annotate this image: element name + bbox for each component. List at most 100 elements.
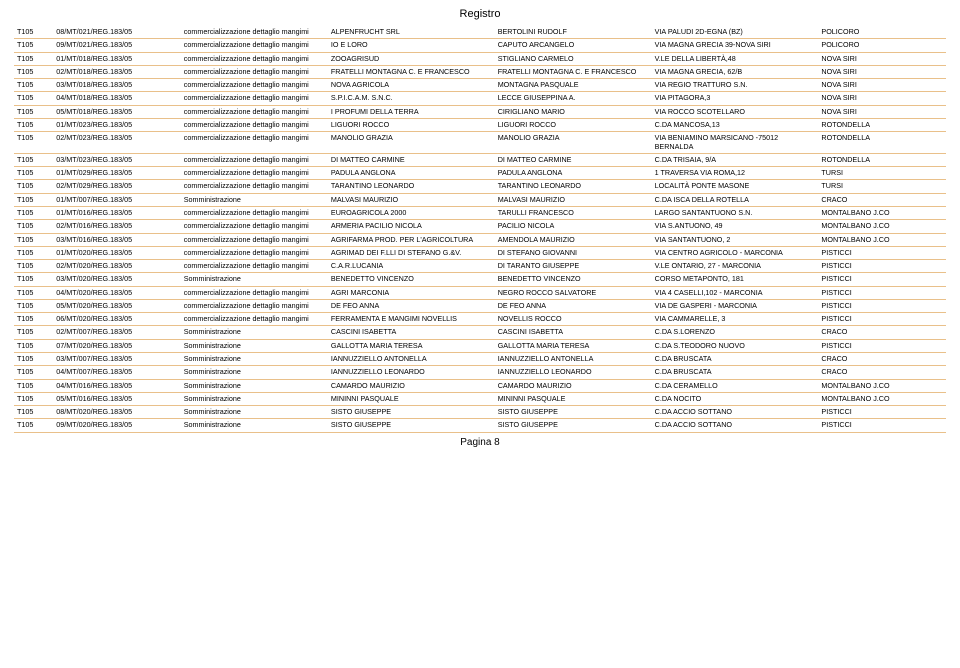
table-cell: MONTAGNA PASQUALE (495, 79, 652, 92)
table-cell: T105 (14, 286, 53, 299)
table-cell: SISTO GIUSEPPE (328, 419, 495, 432)
table-cell: commercializzazione dettaglio mangimi (181, 233, 328, 246)
table-cell: DI STEFANO GIOVANNI (495, 246, 652, 259)
table-cell: PADULA ANGLONA (495, 167, 652, 180)
table-cell: 07/MT/020/REG.183/05 (53, 339, 181, 352)
table-cell: MONTALBANO J.CO (818, 233, 946, 246)
table-cell: TURSI (818, 180, 946, 193)
table-cell: Somministrazione (181, 379, 328, 392)
table-cell: FERRAMENTA E MANGIMI NOVELLIS (328, 313, 495, 326)
table-cell: VIA 4 CASELLI,102 - MARCONIA (652, 286, 819, 299)
table-cell: IANNUZZIELLO LEONARDO (328, 366, 495, 379)
table-cell: Somministrazione (181, 406, 328, 419)
table-row: T10504/MT/007/REG.183/05Somministrazione… (14, 366, 946, 379)
table-cell: MONTALBANO J.CO (818, 379, 946, 392)
table-cell: T105 (14, 392, 53, 405)
table-cell: CRACO (818, 353, 946, 366)
table-cell: T105 (14, 206, 53, 219)
table-cell: T105 (14, 132, 53, 154)
table-cell: T105 (14, 406, 53, 419)
table-cell: commercializzazione dettaglio mangimi (181, 65, 328, 78)
table-cell: S.P.I.C.A.M. S.N.C. (328, 92, 495, 105)
table-cell: C.DA TRISAIA, 9/A (652, 153, 819, 166)
table-cell: FRATELLI MONTAGNA C. E FRANCESCO (495, 65, 652, 78)
table-cell: C.DA MANCOSA,13 (652, 118, 819, 131)
table-cell: PISTICCI (818, 299, 946, 312)
table-cell: 04/MT/007/REG.183/05 (53, 366, 181, 379)
table-row: T10501/MT/016/REG.183/05commercializzazi… (14, 206, 946, 219)
table-cell: T105 (14, 353, 53, 366)
table-cell: NOVA SIRI (818, 92, 946, 105)
table-cell: LIGUORI ROCCO (495, 118, 652, 131)
table-cell: PISTICCI (818, 246, 946, 259)
table-cell: MALVASI MAURIZIO (328, 193, 495, 206)
table-cell: T105 (14, 379, 53, 392)
table-cell: T105 (14, 220, 53, 233)
table-cell: T105 (14, 246, 53, 259)
table-cell: POLICORO (818, 26, 946, 39)
table-cell: 05/MT/016/REG.183/05 (53, 392, 181, 405)
table-row: T10502/MT/023/REG.183/05commercializzazi… (14, 132, 946, 154)
table-cell: GALLOTTA MARIA TERESA (495, 339, 652, 352)
table-cell: commercializzazione dettaglio mangimi (181, 118, 328, 131)
table-cell: CAMARDO MAURIZIO (495, 379, 652, 392)
table-cell: C.A.R.LUCANIA (328, 260, 495, 273)
table-cell: commercializzazione dettaglio mangimi (181, 153, 328, 166)
table-cell: Somministrazione (181, 339, 328, 352)
table-cell: PADULA ANGLONA (328, 167, 495, 180)
table-cell: MALVASI MAURIZIO (495, 193, 652, 206)
table-cell: 01/MT/020/REG.183/05 (53, 246, 181, 259)
table-cell: IANNUZZIELLO LEONARDO (495, 366, 652, 379)
table-cell: CRACO (818, 326, 946, 339)
table-cell: I PROFUMI DELLA TERRA (328, 105, 495, 118)
table-row: T10508/MT/021/REG.183/05commercializzazi… (14, 26, 946, 39)
table-row: T10509/MT/021/REG.183/05commercializzazi… (14, 39, 946, 52)
table-cell: T105 (14, 39, 53, 52)
table-row: T10507/MT/020/REG.183/05Somministrazione… (14, 339, 946, 352)
table-cell: T105 (14, 193, 53, 206)
table-cell: 1 TRAVERSA VIA ROMA,12 (652, 167, 819, 180)
table-row: T10501/MT/018/REG.183/05commercializzazi… (14, 52, 946, 65)
table-cell: DE FEO ANNA (495, 299, 652, 312)
table-cell: PACILIO NICOLA (495, 220, 652, 233)
table-cell: T105 (14, 313, 53, 326)
table-cell: VIA CENTRO AGRICOLO - MARCONIA (652, 246, 819, 259)
table-cell: DI MATTEO CARMINE (495, 153, 652, 166)
table-cell: PISTICCI (818, 273, 946, 286)
table-cell: commercializzazione dettaglio mangimi (181, 39, 328, 52)
registro-table: T10508/MT/021/REG.183/05commercializzazi… (14, 26, 946, 433)
table-cell: MANOLIO GRAZIA (495, 132, 652, 154)
table-cell: C.DA S.TEODORO NUOVO (652, 339, 819, 352)
table-cell: commercializzazione dettaglio mangimi (181, 299, 328, 312)
table-cell: FRATELLI MONTAGNA C. E FRANCESCO (328, 65, 495, 78)
table-cell: T105 (14, 339, 53, 352)
table-cell: 02/MT/016/REG.183/05 (53, 220, 181, 233)
table-cell: 01/MT/029/REG.183/05 (53, 167, 181, 180)
table-cell: STIGLIANO CARMELO (495, 52, 652, 65)
table-cell: BENEDETTO VINCENZO (495, 273, 652, 286)
table-cell: LECCE GIUSEPPINA A. (495, 92, 652, 105)
table-cell: C.DA BRUSCATA (652, 366, 819, 379)
table-cell: VIA REGIO TRATTURO S.N. (652, 79, 819, 92)
table-cell: EUROAGRICOLA 2000 (328, 206, 495, 219)
table-cell: NOVA SIRI (818, 105, 946, 118)
table-cell: NOVA SIRI (818, 79, 946, 92)
table-cell: VIA SANTANTUONO, 2 (652, 233, 819, 246)
table-row: T10503/MT/020/REG.183/05Somministrazione… (14, 273, 946, 286)
table-cell: 08/MT/020/REG.183/05 (53, 406, 181, 419)
table-row: T10501/MT/007/REG.183/05Somministrazione… (14, 193, 946, 206)
table-cell: T105 (14, 65, 53, 78)
table-row: T10503/MT/018/REG.183/05commercializzazi… (14, 79, 946, 92)
table-cell: ROTONDELLA (818, 132, 946, 154)
table-cell: Somministrazione (181, 273, 328, 286)
table-cell: T105 (14, 118, 53, 131)
table-cell: CAPUTO ARCANGELO (495, 39, 652, 52)
table-cell: VIA ROCCO SCOTELLARO (652, 105, 819, 118)
table-cell: commercializzazione dettaglio mangimi (181, 180, 328, 193)
table-cell: ROTONDELLA (818, 118, 946, 131)
table-cell: T105 (14, 92, 53, 105)
table-cell: V.LE ONTARIO, 27 - MARCONIA (652, 260, 819, 273)
table-cell: commercializzazione dettaglio mangimi (181, 105, 328, 118)
table-cell: CORSO METAPONTO, 181 (652, 273, 819, 286)
table-cell: T105 (14, 52, 53, 65)
